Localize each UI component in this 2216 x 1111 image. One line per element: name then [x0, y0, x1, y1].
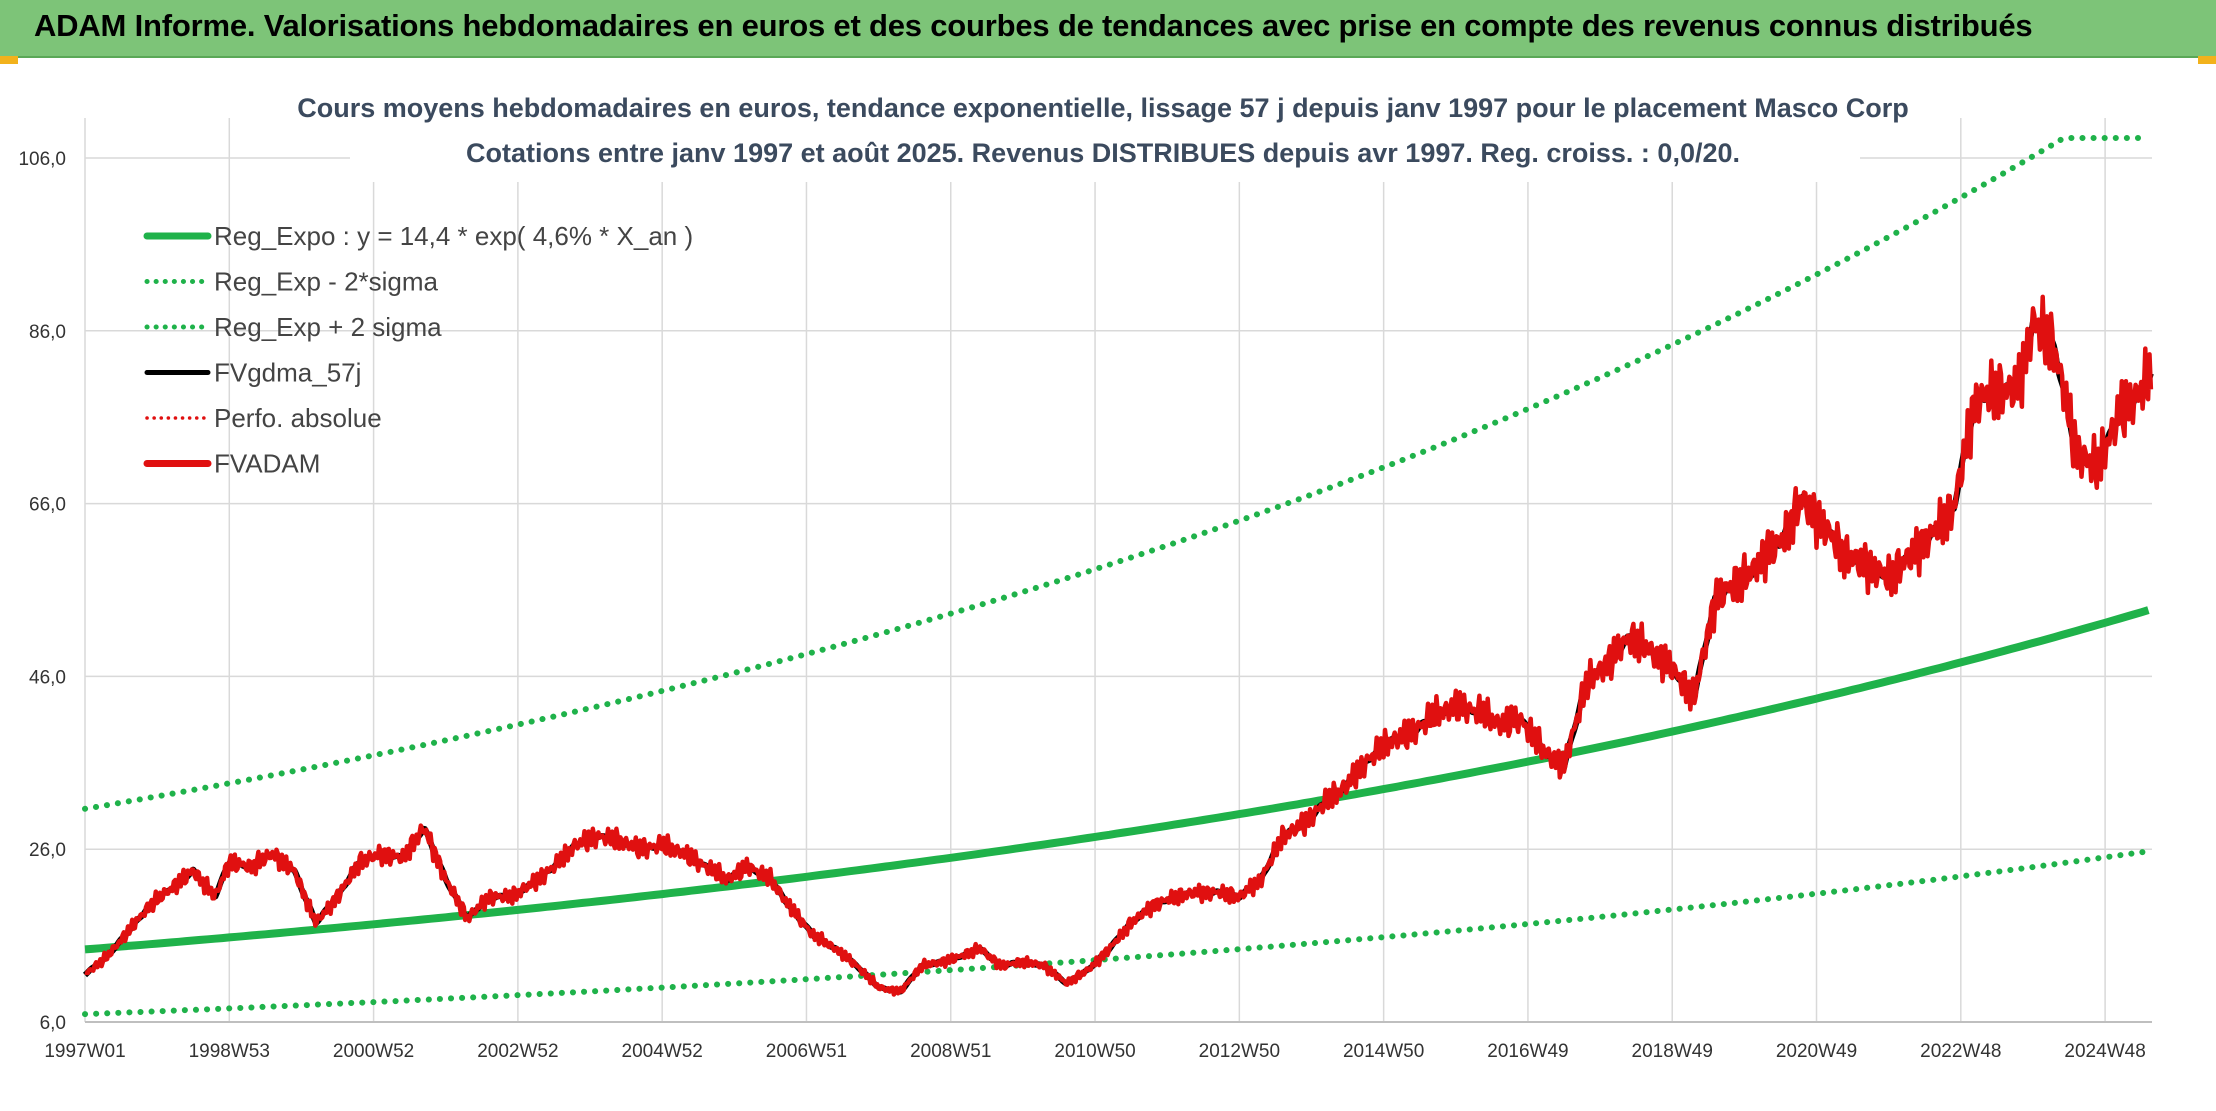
chart-area: Cours moyens hebdomadaires en euros, ten…	[0, 58, 2216, 1106]
series-layer	[82, 135, 2154, 1018]
corner-marker-left	[0, 56, 18, 64]
x-tick-label: 2020W49	[1776, 1041, 1857, 1062]
x-tick-label: 2018W49	[1632, 1041, 1713, 1062]
grid-lines	[84, 118, 2152, 1023]
x-tick-label: 2022W48	[1920, 1041, 2001, 1062]
legend-label-lower: Reg_Exp - 2*sigma	[214, 267, 439, 297]
y-tick-label: 86,0	[29, 322, 66, 343]
legend: Reg_Expo : y = 14,4 * exp( 4,6% * X_an )…	[143, 221, 693, 479]
y-tick-label: 66,0	[29, 495, 66, 516]
x-tick-label: 2012W50	[1199, 1041, 1280, 1062]
x-tick-label: 2004W52	[622, 1041, 703, 1062]
x-tick-label: 2000W52	[333, 1041, 414, 1062]
y-tick-label: 46,0	[29, 667, 66, 688]
axis-labels: 6,0 26,0 46,0 66,0 86,0 106,0 1997W01 1998W53 20…	[18, 149, 2145, 1062]
x-tick-label: 1997W01	[44, 1041, 125, 1062]
chart-subtitle: Cotations entre janv 1997 et août 2025. …	[466, 138, 1740, 168]
y-tick-label: 106,0	[18, 149, 66, 170]
title-block: Cours moyens hebdomadaires en euros, ten…	[297, 82, 1909, 182]
x-tick-label: 2006W51	[766, 1041, 847, 1062]
chart-svg: Cours moyens hebdomadaires en euros, ten…	[18, 82, 2154, 1062]
legend-label-price: FVADAM	[214, 449, 320, 479]
x-tick-label: 2014W50	[1343, 1041, 1424, 1062]
legend-label-reg: Reg_Expo : y = 14,4 * exp( 4,6% * X_an )	[214, 221, 693, 251]
x-tick-label: 2016W49	[1487, 1041, 1568, 1062]
series-fvadam-line	[84, 294, 2154, 997]
series-reg-lower-line	[82, 848, 2152, 1018]
x-tick-label: 2010W50	[1054, 1041, 1135, 1062]
x-tick-label: 1998W53	[189, 1041, 270, 1062]
x-tick-label: 2024W48	[2064, 1041, 2145, 1062]
x-tick-label: 2002W52	[477, 1041, 558, 1062]
series-reg-expo-line	[84, 606, 2150, 954]
report-title: ADAM Informe. Valorisations hebdomadaire…	[34, 8, 2033, 43]
title-background	[350, 82, 1860, 182]
corner-marker-right	[2198, 56, 2216, 64]
series-fvgdma-line	[82, 317, 2154, 995]
legend-label-smooth: FVgdma_57j	[214, 358, 361, 388]
chart-title: Cours moyens hebdomadaires en euros, ten…	[297, 93, 1909, 123]
legend-label-upper: Reg_Exp + 2 sigma	[214, 312, 442, 342]
y-tick-label: 6,0	[40, 1013, 66, 1034]
y-tick-label: 26,0	[29, 840, 66, 861]
legend-label-perfo: Perfo. absolue	[214, 403, 382, 433]
x-tick-label: 2008W51	[910, 1041, 991, 1062]
report-banner: ADAM Informe. Valorisations hebdomadaire…	[0, 0, 2216, 58]
